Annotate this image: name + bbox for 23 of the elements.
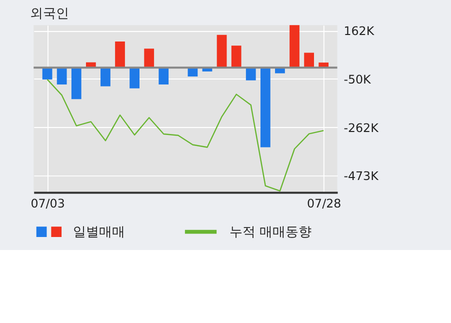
- bar: [158, 68, 169, 84]
- bar: [115, 42, 125, 68]
- bar: [144, 48, 154, 68]
- bar: [216, 34, 227, 68]
- legend-label: 일별매매: [73, 224, 126, 240]
- bar: [56, 68, 67, 84]
- bar: [231, 46, 242, 68]
- bar: [290, 25, 300, 68]
- y-tick-label: -473K: [344, 169, 380, 184]
- legend-label: 누적 매매동향: [229, 224, 312, 240]
- chart-title: 외국인: [30, 6, 70, 22]
- bar: [130, 68, 140, 88]
- line-series: [46, 78, 324, 192]
- bar: [304, 52, 314, 68]
- y-tick-label: -262K: [344, 120, 380, 135]
- x-tick-label: 07/03: [30, 196, 65, 211]
- bar: [100, 68, 110, 86]
- y-tick-label: -50K: [344, 72, 372, 86]
- bar: [246, 68, 256, 80]
- bar: [260, 68, 270, 148]
- bar: [71, 68, 82, 100]
- x-tick-label: 07/28: [306, 196, 342, 211]
- y-tick-label: 162K: [344, 24, 376, 38]
